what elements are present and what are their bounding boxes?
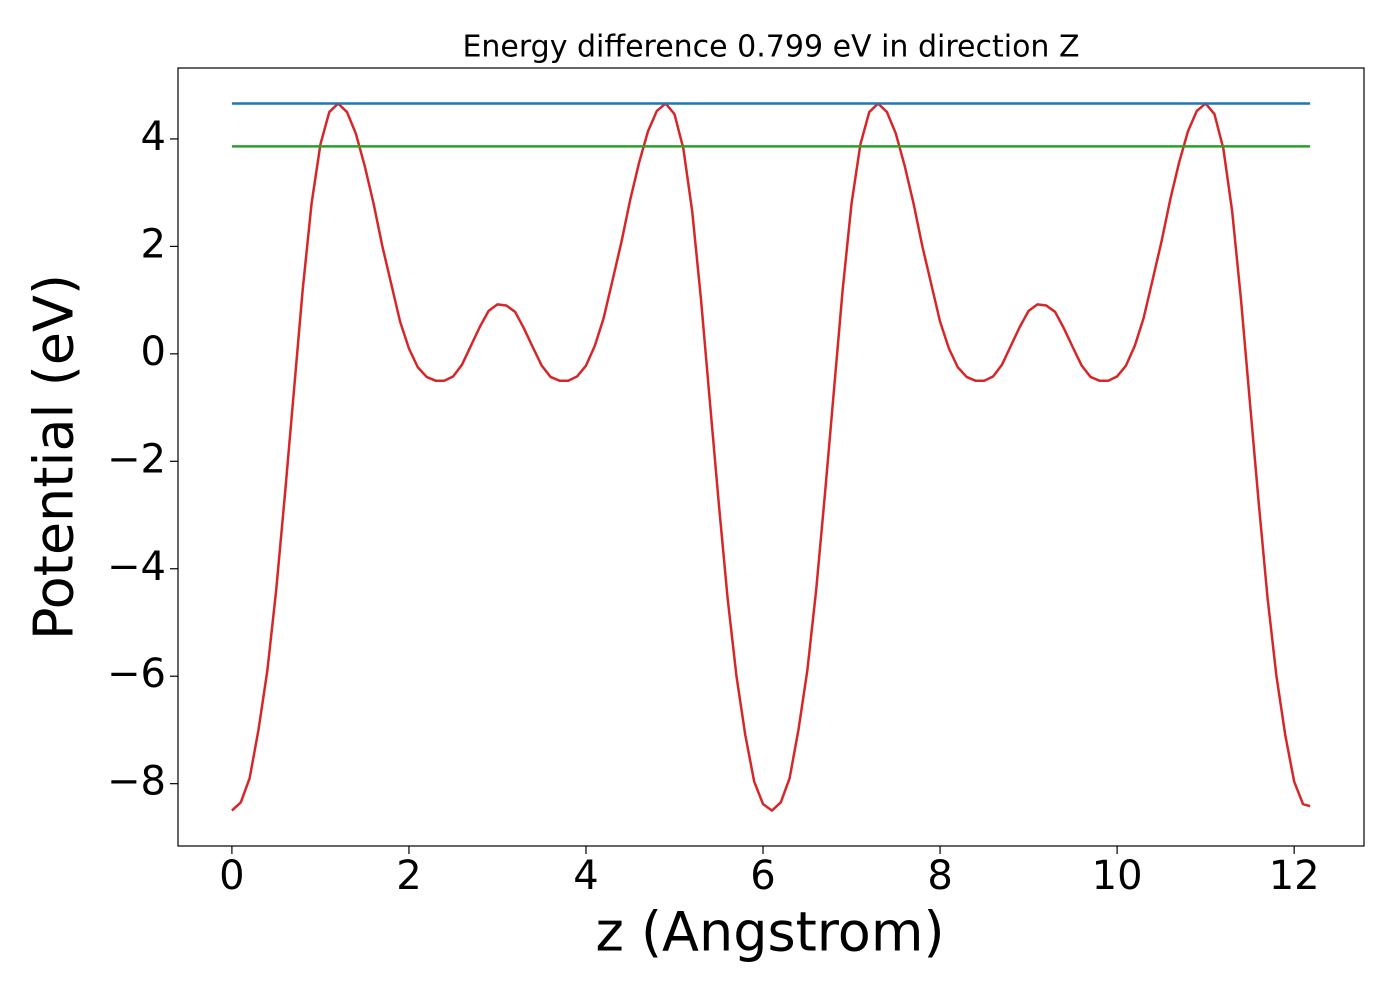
y-tick-label: 0 bbox=[141, 329, 166, 375]
chart-title: Energy difference 0.799 eV in direction … bbox=[462, 30, 1079, 65]
y-tick-label: −4 bbox=[107, 544, 166, 590]
x-tick-label: 10 bbox=[1092, 853, 1143, 899]
y-tick-label: −2 bbox=[107, 436, 166, 482]
x-tick-label: 8 bbox=[927, 853, 952, 899]
y-tick-label: −6 bbox=[107, 651, 166, 697]
y-tick-label: 4 bbox=[141, 114, 166, 160]
plot-frame bbox=[177, 67, 1365, 847]
x-tick-label: 6 bbox=[750, 853, 775, 899]
x-tick-label: 4 bbox=[573, 853, 598, 899]
y-axis-label: Potential (eV) bbox=[23, 274, 86, 640]
y-tick-label: −8 bbox=[107, 759, 166, 805]
x-tick-label: 12 bbox=[1269, 853, 1320, 899]
x-tick-label: 0 bbox=[219, 853, 244, 899]
x-axis-label: z (Angstrom) bbox=[595, 901, 944, 964]
data-line bbox=[231, 102, 1311, 812]
y-tick-label: 2 bbox=[141, 221, 166, 267]
x-tick-label: 2 bbox=[396, 853, 421, 899]
